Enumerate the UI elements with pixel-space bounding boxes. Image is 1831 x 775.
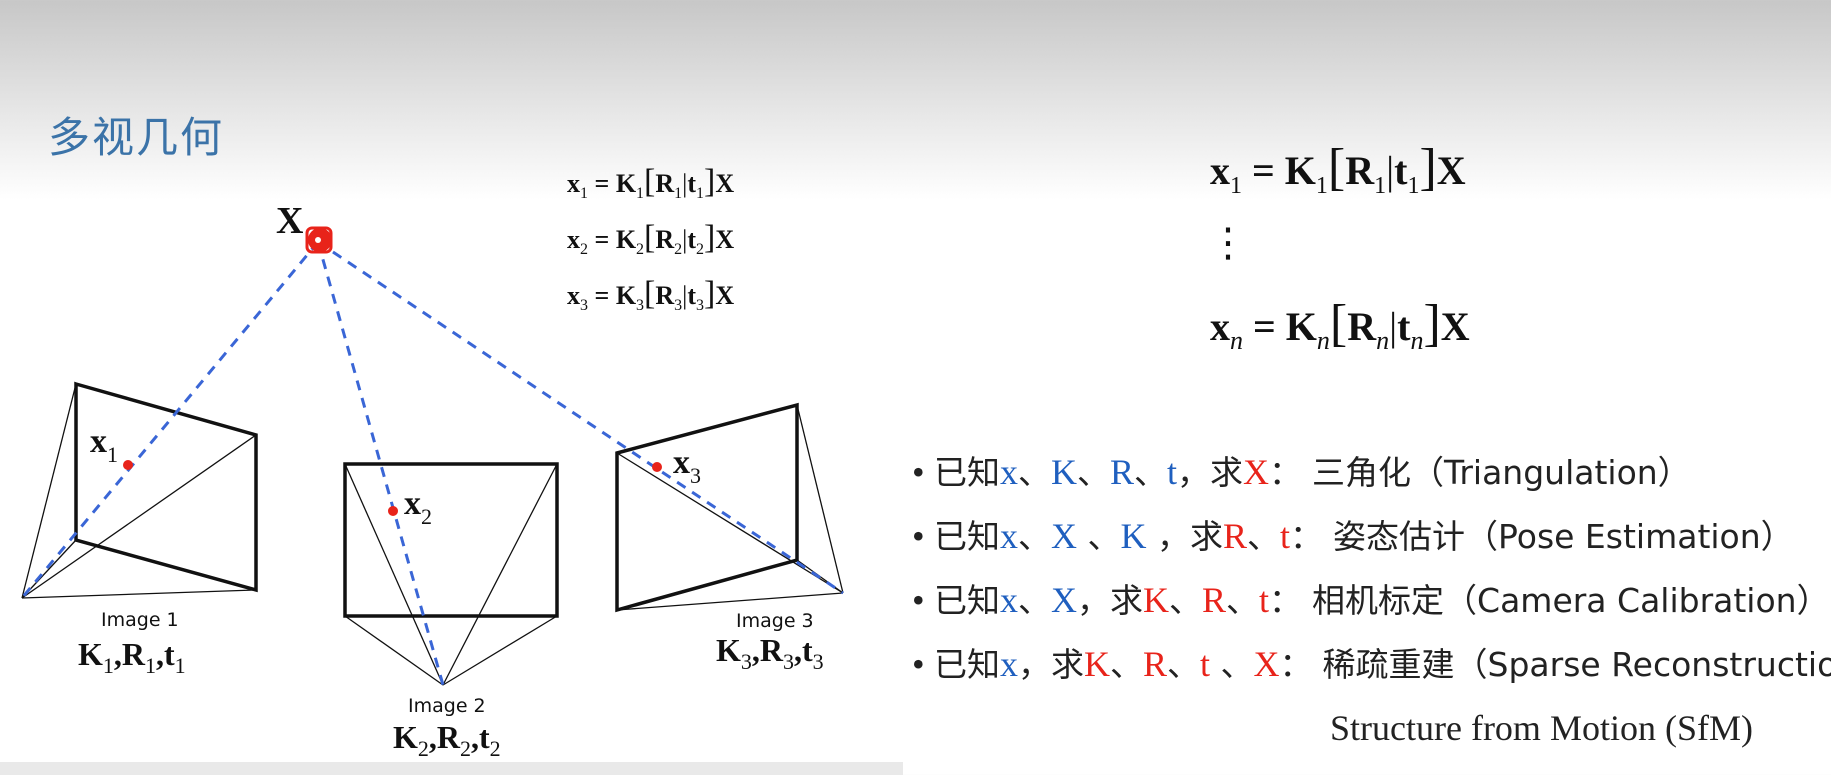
known-term: t <box>1167 452 1178 492</box>
known-term: K <box>1051 452 1077 492</box>
separator: 、 <box>1210 645 1254 684</box>
problem-item: • 已知x、X，求K、R、t： 相机标定（Camera Calibration） <box>912 568 1831 632</box>
cam-params-3: K3,R3,t3 <box>716 632 824 674</box>
known-term: K <box>1120 516 1147 556</box>
image-label-1: Image 1 <box>101 609 179 631</box>
separator: 、 <box>1018 581 1051 620</box>
slide-title: 多视几何 <box>48 113 225 162</box>
proj-point-2 <box>388 506 398 516</box>
large-equation-first: x1 = K1[R1|t1]X <box>1210 139 1466 199</box>
known-term: X <box>1051 580 1077 620</box>
unknown-term: t <box>1280 516 1291 556</box>
proj-label-3: x3 <box>673 444 701 488</box>
unknown-term: t <box>1259 580 1270 620</box>
world-point-label: X <box>276 200 303 242</box>
known-prefix: 已知 <box>934 517 1000 556</box>
unknown-term: K <box>1084 644 1110 684</box>
cam-params-2: K2,R2,t2 <box>393 719 501 761</box>
unknown-term: K <box>1143 580 1169 620</box>
task-name: 三角化（Triangulation） <box>1312 453 1691 492</box>
separator: 、 <box>1077 517 1121 556</box>
unknown-term: X <box>1253 644 1280 684</box>
known-term: x <box>1000 516 1018 556</box>
ray-1 <box>20 241 320 599</box>
seek-word: ，求 <box>1077 581 1143 620</box>
task-name: 相机标定（Camera Calibration） <box>1312 581 1830 620</box>
colon: ： <box>1290 517 1324 556</box>
unknown-term: R <box>1202 580 1227 620</box>
svg-text:x2 = K2[R2|t2]X: x2 = K2[R2|t2]X <box>567 219 734 258</box>
colon: ： <box>1269 581 1303 620</box>
footer-strip <box>0 762 903 775</box>
bullet-dot: • <box>912 644 925 684</box>
colon: ： <box>1269 453 1303 492</box>
bullet-dot: • <box>912 516 925 556</box>
camera-3 <box>615 402 844 613</box>
svg-text:x1 = K1[R1|t1]X: x1 = K1[R1|t1]X <box>567 163 734 202</box>
colon: ： <box>1279 645 1313 684</box>
bullet-dot: • <box>912 580 925 620</box>
ray-3 <box>317 240 844 595</box>
seek-word: ，求 <box>1018 645 1084 684</box>
task-name: 稀疏重建（Sparse Reconstruction） <box>1322 645 1831 684</box>
seek-word: ，求 <box>1146 517 1223 556</box>
separator: 、 <box>1134 453 1168 492</box>
image-label-2: Image 2 <box>408 695 486 717</box>
proj-label-2: x2 <box>404 485 432 529</box>
unknown-term: R <box>1143 644 1168 684</box>
small-equation-1: x1 = K1[R1|t1]X <box>567 163 734 202</box>
separator: 、 <box>1018 517 1051 556</box>
known-term: x <box>1000 580 1018 620</box>
separator: 、 <box>1077 453 1110 492</box>
small-equation-3: x3 = K3[R3|t3]X <box>567 275 734 314</box>
world-point-marker <box>305 226 333 254</box>
proj-point-1 <box>123 460 133 470</box>
known-prefix: 已知 <box>934 453 1000 492</box>
small-equation-2: x2 = K2[R2|t2]X <box>567 219 734 258</box>
known-term: R <box>1110 452 1135 492</box>
problem-item: • 已知x、X 、K ，求R、t： 姿态估计（Pose Estimation） <box>912 504 1831 568</box>
known-prefix: 已知 <box>934 645 1000 684</box>
large-equation-last: xn = Kn[Rn|tn]X <box>1210 295 1470 355</box>
projection-rays <box>20 240 844 686</box>
separator: 、 <box>1247 517 1281 556</box>
separator: 、 <box>1169 581 1202 620</box>
unknown-term: R <box>1223 516 1248 556</box>
task-name: 姿态估计（Pose Estimation） <box>1333 517 1794 556</box>
known-term: x <box>1000 644 1018 684</box>
equation-ellipsis: ⋮ <box>1208 220 1248 266</box>
known-prefix: 已知 <box>934 581 1000 620</box>
ray-2 <box>316 241 445 686</box>
image-label-3: Image 3 <box>736 610 814 632</box>
known-term: x <box>1000 452 1018 492</box>
seek-word: ，求 <box>1177 453 1244 492</box>
sfm-line: Structure from Motion (SfM) <box>1330 708 1753 748</box>
known-term: X <box>1051 516 1077 556</box>
camera-2 <box>343 462 559 686</box>
problem-item: • 已知x，求K、R、t 、X： 稀疏重建（Sparse Reconstructio… <box>912 632 1831 696</box>
svg-text:xn = Kn[Rn|tn]X: xn = Kn[Rn|tn]X <box>1210 295 1470 355</box>
proj-label-1: x1 <box>90 423 118 467</box>
problem-item: • 已知x、K、R、t，求X： 三角化（Triangulation） <box>912 440 1831 504</box>
separator: 、 <box>1167 645 1201 684</box>
problem-list: • 已知x、K、R、t，求X： 三角化（Triangulation） • 已知x、X 、… <box>912 440 1831 760</box>
camera-1 <box>21 381 258 599</box>
cam-params-1: K1,R1,t1 <box>78 636 186 678</box>
bullet-dot: • <box>912 452 925 492</box>
separator: 、 <box>1018 453 1051 492</box>
proj-point-3 <box>652 462 662 472</box>
separator: 、 <box>1110 645 1143 684</box>
unknown-term: X <box>1243 452 1270 492</box>
svg-text:x3 = K3[R3|t3]X: x3 = K3[R3|t3]X <box>567 275 734 314</box>
svg-text:x1 = K1[R1|t1]X: x1 = K1[R1|t1]X <box>1210 139 1466 199</box>
separator: 、 <box>1226 581 1260 620</box>
unknown-term: t <box>1200 644 1211 684</box>
